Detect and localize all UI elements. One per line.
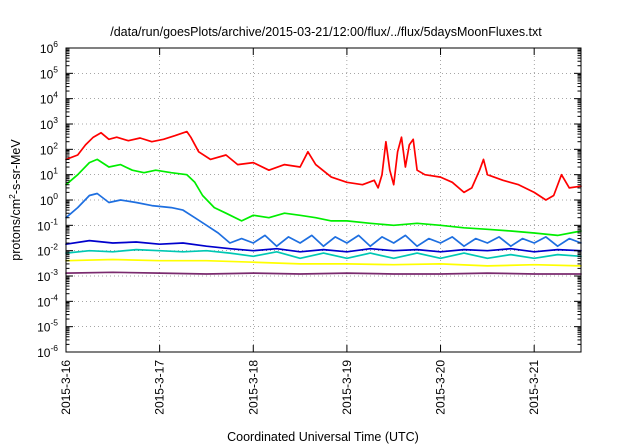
y-axis-label-rest: -s-sr-MeV xyxy=(9,139,23,195)
x-tick-label: 2015-3-17 xyxy=(153,360,167,415)
x-tick-label: 2015-3-21 xyxy=(527,360,541,415)
series-line-4 xyxy=(65,239,582,253)
series-line-5 xyxy=(65,248,582,260)
y-tick-label-base: 10 xyxy=(37,321,51,335)
x-axis-label: Coordinated Universal Time (UTC) xyxy=(227,430,419,444)
y-tick-label-base: 10 xyxy=(37,219,51,233)
y-tick-label: 103 xyxy=(40,115,58,132)
y-tick-label-exp: 5 xyxy=(53,64,58,74)
plot-background xyxy=(66,48,581,352)
y-axis-label-sup: 2 xyxy=(7,194,17,199)
y-axis-label: protons/cm2-s-sr-MeV xyxy=(7,139,23,261)
y-tick-label-exp: -4 xyxy=(50,292,58,302)
y-tick-label-base: 10 xyxy=(37,270,51,284)
y-tick-label: 102 xyxy=(40,140,58,157)
y-tick-label-exp: 6 xyxy=(53,39,58,49)
series-line-3 xyxy=(65,192,582,248)
y-tick-label-exp: 0 xyxy=(53,191,58,201)
y-tick-label-exp: -6 xyxy=(50,343,58,353)
y-tick-label-base: 10 xyxy=(40,93,54,107)
y-tick-label-exp: -2 xyxy=(50,242,58,252)
series-layer xyxy=(65,130,582,275)
series-line-6 xyxy=(65,258,582,267)
series-line-1 xyxy=(65,130,582,201)
axis-ticks xyxy=(65,47,581,353)
y-tick-label-exp: 4 xyxy=(53,90,58,100)
y-tick-label-exp: 3 xyxy=(53,115,58,125)
y-tick-label-exp: 2 xyxy=(53,140,58,150)
grid-lines xyxy=(66,48,581,352)
y-tick-label-base: 10 xyxy=(40,143,54,157)
x-tick-label: 2015-3-18 xyxy=(246,360,260,415)
chart-title: /data/run/goesPlots/archive/2015-03-21/1… xyxy=(110,25,542,39)
y-tick-label: 10-4 xyxy=(37,292,58,309)
x-tick-label: 2015-3-16 xyxy=(59,360,73,415)
series-line-2 xyxy=(65,158,582,237)
y-tick-label-base: 10 xyxy=(40,118,54,132)
y-tick-label: 105 xyxy=(40,64,58,81)
y-tick-label-exp: -5 xyxy=(50,318,58,328)
plot-frame xyxy=(65,47,582,353)
x-tick-label: 2015-3-20 xyxy=(434,360,448,415)
y-tick-label-base: 10 xyxy=(40,42,54,56)
y-tick-label: 100 xyxy=(40,191,58,208)
y-tick-label-base: 10 xyxy=(40,169,54,183)
y-tick-label: 10-1 xyxy=(37,216,58,233)
y-tick-label-base: 10 xyxy=(40,67,54,81)
y-tick-label: 10-2 xyxy=(37,242,58,259)
y-tick-label-base: 10 xyxy=(40,194,54,208)
y-tick-label-base: 10 xyxy=(37,295,51,309)
y-tick-label: 10-6 xyxy=(37,343,58,360)
x-tick-labels: 2015-3-16 2015-3-17 2015-3-18 2015-3-19 2015… xyxy=(59,360,541,415)
y-tick-label-base: 10 xyxy=(37,245,51,259)
y-tick-labels: 10-610-510-410-310-210-11001011021031041… xyxy=(37,39,58,360)
y-tick-label: 104 xyxy=(40,90,58,107)
y-tick-label: 10-5 xyxy=(37,318,58,335)
series-line-7 xyxy=(65,271,582,275)
plot-area xyxy=(65,47,582,353)
y-tick-label-exp: -3 xyxy=(50,267,58,277)
y-tick-label-base: 10 xyxy=(37,346,51,360)
y-tick-label: 101 xyxy=(40,166,58,183)
y-tick-label-exp: 1 xyxy=(53,166,58,176)
x-tick-label: 2015-3-19 xyxy=(340,360,354,415)
y-tick-label: 106 xyxy=(40,39,58,56)
y-tick-label-exp: -1 xyxy=(50,216,58,226)
y-axis-label-base: protons/cm xyxy=(9,199,23,261)
y-tick-label: 10-3 xyxy=(37,267,58,284)
